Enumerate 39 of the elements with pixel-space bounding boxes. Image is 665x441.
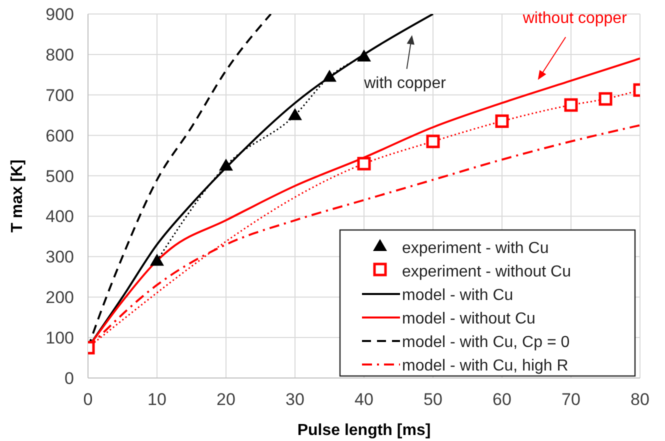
x-tick-label: 60 [492, 390, 512, 409]
y-axis-title: T max [K] [9, 160, 26, 232]
x-tick-label: 40 [354, 390, 374, 409]
point [426, 134, 440, 148]
x-tick-label: 30 [286, 390, 304, 409]
annotation: with copper [363, 75, 447, 92]
annotation: without copper [522, 10, 628, 27]
y-tick-label: 700 [46, 86, 74, 105]
point [322, 70, 336, 82]
point [219, 158, 233, 171]
y-tick-label: 300 [46, 248, 74, 267]
y-tick-label: 600 [46, 126, 74, 146]
y-tick-label: 400 [46, 207, 74, 226]
legend-label: model - with Cu [402, 287, 514, 304]
x-tick-label: 0 [83, 390, 93, 409]
x-tick-label: 50 [424, 390, 442, 409]
legend-label: experiment - with Cu [402, 240, 549, 257]
point [495, 114, 509, 128]
x-axis-title: Pulse length [ms] [297, 422, 431, 439]
y-tick-label: 900 [46, 5, 74, 24]
point [357, 49, 371, 62]
point [357, 156, 371, 170]
y-tick-label: 500 [46, 166, 74, 186]
point [288, 108, 302, 120]
point [150, 254, 164, 266]
y-tick-label: 800 [46, 45, 74, 64]
x-tick-label: 80 [630, 390, 650, 409]
legend-label: model - with Cu, Cp = 0 [402, 334, 570, 351]
x-tick-label: 20 [216, 390, 236, 409]
y-tick-label: 100 [46, 328, 74, 348]
y-tick-label: 200 [46, 288, 74, 308]
legend-label: experiment - without Cu [402, 264, 571, 280]
x-tick-label: 70 [562, 390, 580, 409]
point [598, 92, 612, 106]
y-tick-label: 0 [64, 369, 74, 388]
legend-label: model - with Cu, high R [402, 358, 568, 374]
x-tick-label: 10 [148, 390, 166, 409]
legend-label: model - without Cu [402, 310, 536, 328]
point [564, 98, 578, 112]
